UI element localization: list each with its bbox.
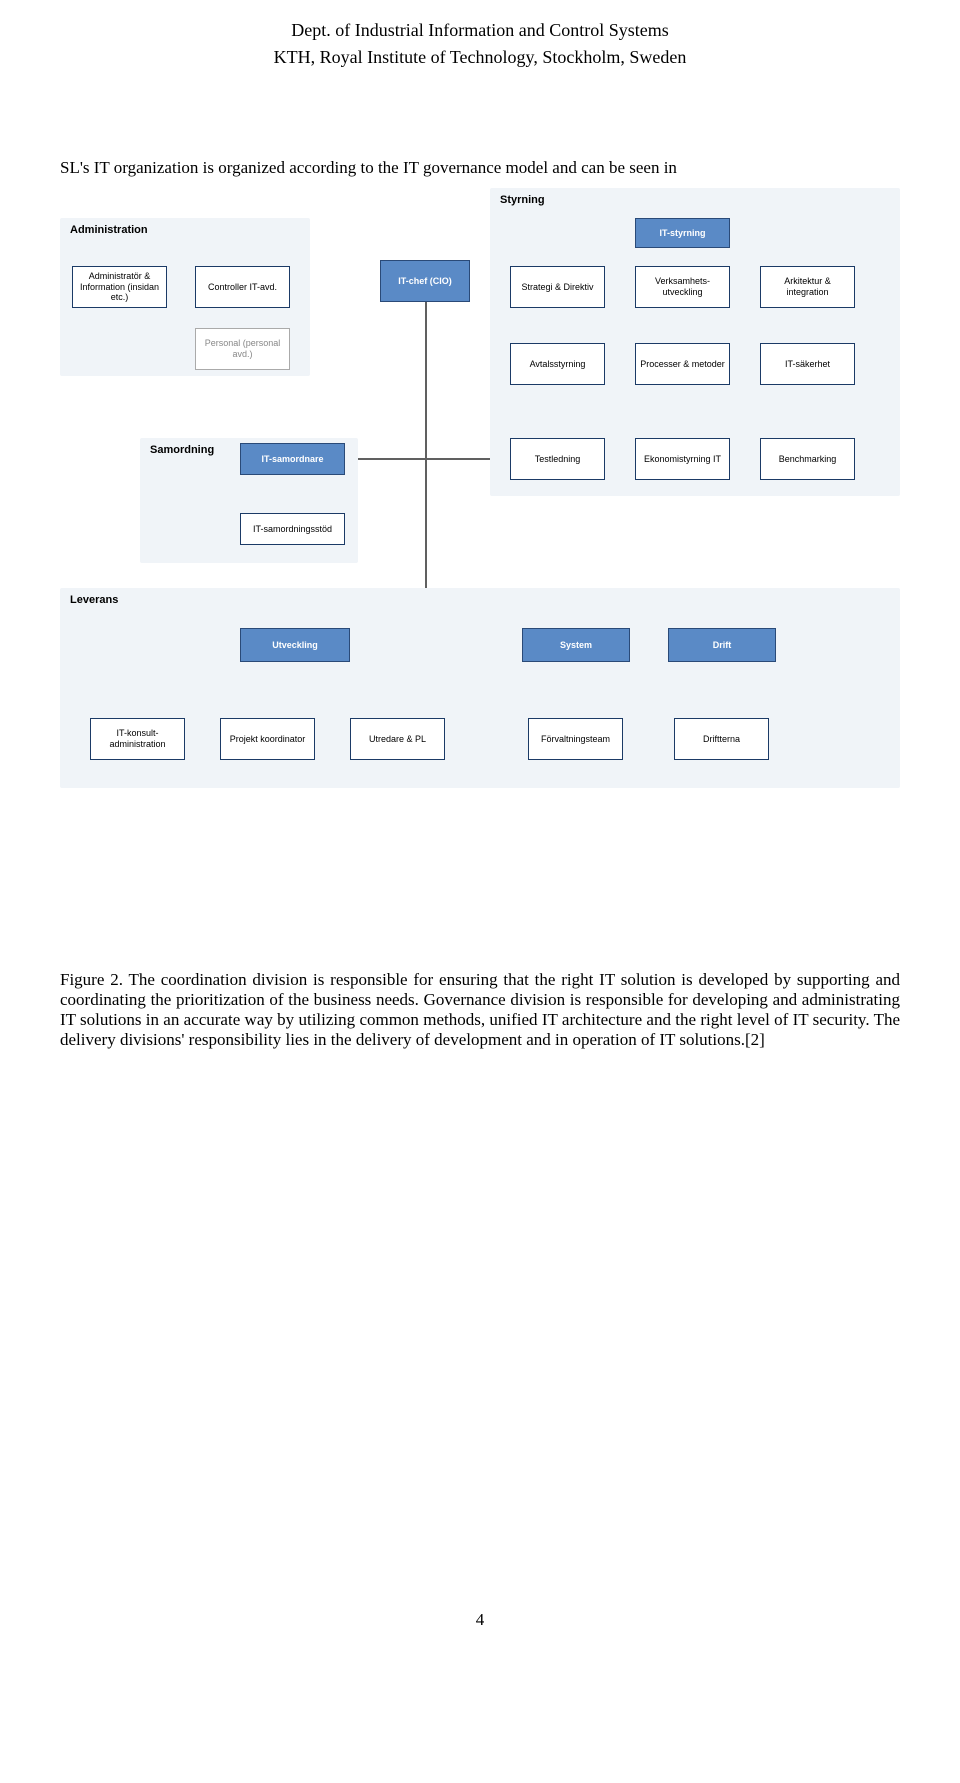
header-line-2: KTH, Royal Institute of Technology, Stoc… [60, 47, 900, 68]
node-it_styrning: IT-styrning [635, 218, 730, 248]
node-avtal: Avtalsstyrning [510, 343, 605, 385]
node-drift: Drift [668, 628, 776, 662]
group-title-administration: Administration [70, 224, 148, 236]
node-arkitektur: Arkitektur & integration [760, 266, 855, 308]
node-personal: Personal (personal avd.) [195, 328, 290, 370]
node-samordnare: IT-samordnare [240, 443, 345, 475]
node-bench: Benchmarking [760, 438, 855, 480]
group-title-leverans: Leverans [70, 594, 118, 606]
node-system: System [522, 628, 630, 662]
node-forvalt: Förvaltningsteam [528, 718, 623, 760]
node-admin_info: Administratör & Information (insidan etc… [72, 266, 167, 308]
node-driftteam: Driftterna [674, 718, 769, 760]
node-cio: IT-chef (CIO) [380, 260, 470, 302]
node-konsult: IT-konsult-administration [90, 718, 185, 760]
node-ekonomi: Ekonomistyrning IT [635, 438, 730, 480]
node-utredare: Utredare & PL [350, 718, 445, 760]
connector-line [425, 302, 427, 608]
group-title-samordning: Samordning [150, 444, 214, 456]
node-controller: Controller IT-avd. [195, 266, 290, 308]
node-strategi: Strategi & Direktiv [510, 266, 605, 308]
figure-label: Figure 2. [60, 970, 123, 989]
org-chart-diagram: Administration Styrning Samordning Leverans… [60, 188, 900, 958]
page-number: 4 [60, 1610, 900, 1630]
node-projekt: Projekt koordinator [220, 718, 315, 760]
node-utveckling: Utveckling [240, 628, 350, 662]
connector-line [345, 458, 509, 460]
node-verksamhet: Verksamhets-utveckling [635, 266, 730, 308]
figure-caption: Figure 2. The coordination division is r… [60, 970, 900, 1050]
group-bg-leverans [60, 588, 900, 788]
header-line-1: Dept. of Industrial Information and Cont… [60, 20, 900, 41]
node-sakerhet: IT-säkerhet [760, 343, 855, 385]
intro-paragraph: SL's IT organization is organized accord… [60, 158, 900, 178]
node-processer: Processer & metoder [635, 343, 730, 385]
node-testledning: Testledning [510, 438, 605, 480]
group-title-styrning: Styrning [500, 194, 545, 206]
figure-text: The coordination division is responsible… [60, 970, 900, 1049]
node-samstod: IT-samordningsstöd [240, 513, 345, 545]
